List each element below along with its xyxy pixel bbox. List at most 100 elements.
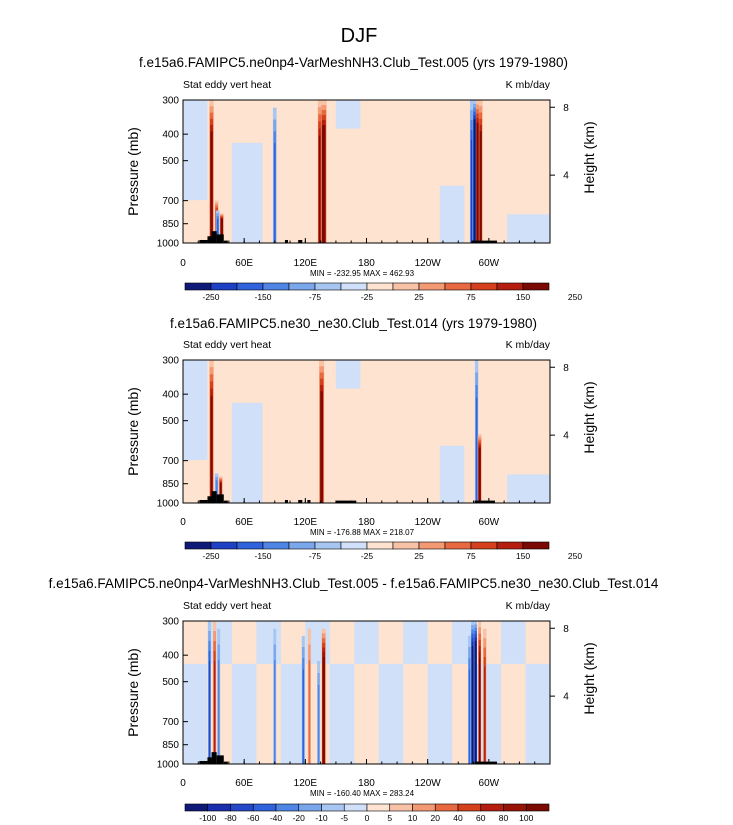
heatmap-cell [274,649,282,665]
heatmap-cell [494,128,502,144]
heatmap-cell [354,749,361,764]
heatmap-cell [513,474,521,490]
heatmap-cell [256,445,264,461]
heatmap-cell [250,678,257,694]
colorbar-box [314,282,342,291]
heatmap-cell [494,214,502,230]
heatmap-cell [372,228,380,243]
heatmap-cell [183,678,190,694]
heatmap-cell [403,128,410,144]
heatmap-cell [323,128,331,144]
heatmap-cell [494,621,502,636]
heatmap-cell [452,649,459,665]
heatmap-cell [409,128,417,144]
heatmap-cell [494,663,502,679]
heatmap-feature [273,143,276,243]
heatmap-cell [482,621,490,636]
heatmap-cell [293,114,300,130]
colorbar-box [457,803,482,812]
heatmap-cell [256,460,264,475]
heatmap-cell [513,706,521,722]
heatmap-cell [446,488,453,503]
heatmap-cell [366,200,374,215]
heatmap-cell [329,374,337,390]
heatmap-cell [274,360,282,375]
heatmap-cell [244,721,251,736]
heatmap-cell [446,374,453,390]
heatmap-cell [525,417,533,433]
heatmap-cell [189,706,196,722]
heatmap-cell [189,142,196,158]
heatmap-cell [366,649,374,665]
heatmap-cell [501,360,508,375]
heatmap-cell [409,417,417,433]
terrain-block [199,499,208,503]
heatmap-cell [256,721,264,736]
heatmap-cell [494,649,502,665]
heatmap-cell [280,431,288,447]
x-tick-label: 60W [479,517,500,528]
heatmap-cell [342,388,349,404]
heatmap-cell [372,157,380,173]
heatmap-cell [311,388,319,404]
heatmap-cell [494,374,502,390]
heatmap-cell [262,488,270,503]
colorbar-label: -75 [309,292,322,302]
heatmap-cell [427,417,435,433]
heatmap-cell [452,692,459,708]
heatmap-cell [354,649,361,665]
heatmap-cell [452,360,459,375]
heatmap-cell [311,185,319,201]
heatmap-cell [433,402,441,418]
heatmap-cell [366,100,374,115]
heatmap-cell [354,692,361,708]
heatmap-cell [225,635,233,651]
heatmap-cell [488,431,496,447]
heatmap-cell [293,678,300,694]
heatmap-cell [482,402,490,418]
colorbar-box [340,541,368,550]
panel-1: f.e15a6.FAMIPC5.ne0np4-VarMeshNH3.Club_T… [125,55,597,302]
heatmap-cell [464,663,472,679]
heatmap-cell [342,721,349,736]
heatmap-cell [183,228,190,243]
heatmap-cell [458,171,465,187]
heatmap-cell [372,185,380,201]
heatmap-cell [335,635,343,651]
heatmap-cell [360,635,368,651]
heatmap-cell [488,374,496,390]
heatmap-cell [531,749,539,764]
heatmap-cell [274,374,282,390]
heatmap-cell [464,157,472,173]
heatmap-cell [372,749,380,764]
heatmap-cell [488,621,496,636]
heatmap-cell [427,692,435,708]
heatmap-cell [280,445,288,461]
heatmap-cell [421,171,429,187]
heatmap-cell [494,360,502,375]
heatmap-cell [427,663,435,679]
heatmap-cell [201,474,209,490]
colorbar-box [343,803,368,812]
heatmap-cell [501,431,508,447]
heatmap-cell [488,692,496,708]
heatmap-cell [323,749,331,764]
heatmap-cell [274,142,282,158]
heatmap-cell [293,663,300,679]
heatmap-cell [452,735,459,751]
heatmap-cell [311,157,319,173]
heatmap-cell [256,474,264,490]
heatmap-cell [513,374,521,390]
heatmap-cell [256,388,264,404]
heatmap-cell [525,445,533,461]
heatmap-cell [225,100,233,115]
heatmap-cell [543,157,550,173]
heatmap-cell [329,388,337,404]
heatmap-cell [293,474,300,490]
colorbar-label: -150 [254,292,271,302]
heatmap-cell [323,171,331,187]
heatmap-cell [274,706,282,722]
heatmap-cell [311,100,319,115]
heatmap-cell [244,635,251,651]
heatmap-cell [213,100,221,115]
